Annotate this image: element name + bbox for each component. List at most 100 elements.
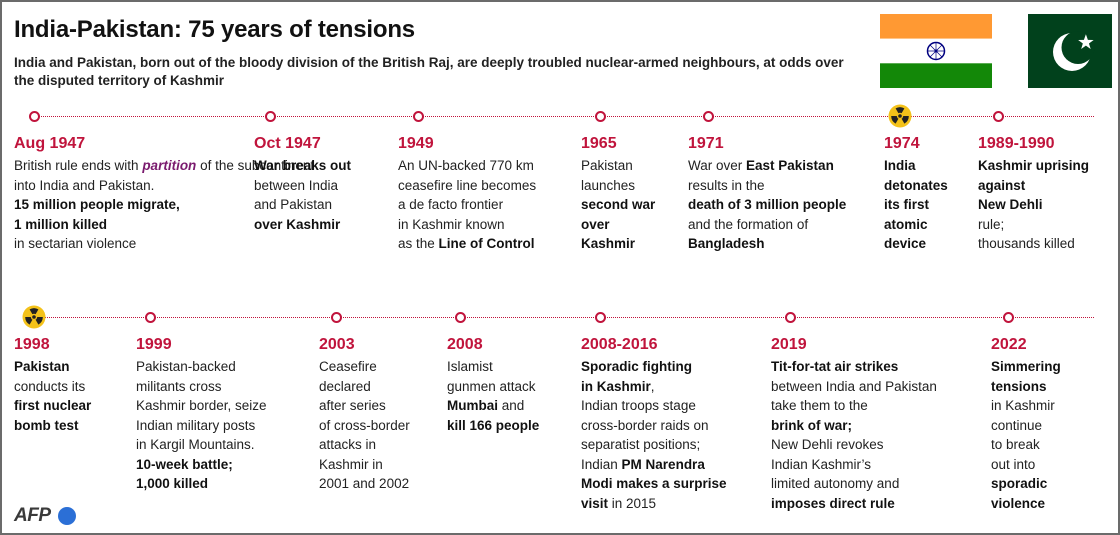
timeline-marker-dot [454,311,466,323]
event-text: and Pakistan [254,197,333,212]
event-text: 2001 and 2002 [319,476,410,491]
timeline-marker-dot [28,110,40,122]
event-text: New Dehli revokes [771,437,884,452]
event-year: 1949 [398,135,434,152]
event-text: sporadic [991,476,1048,491]
event-text: 1,000 killed [136,476,209,491]
timeline-marker-dot [264,110,276,122]
event-text: War over [688,158,747,173]
event-text: results in the [688,177,765,193]
event-text: Ceasefire [319,359,377,374]
event-text: British rule ends with [14,158,143,173]
event-text: Islamist [447,359,493,374]
timeline-event: Aug 1947 British rule ends with partition… [14,133,314,254]
event-text: Modi makes a surprise [581,476,727,491]
event-text: separatist positions; [581,437,701,452]
event-text: of cross-border [319,417,410,433]
event-text: between India and Pakistan [771,378,937,394]
event-text: New Dehli [978,197,1043,212]
page-title: India-Pakistan: 75 years of tensions [14,16,415,43]
event-text: partition [142,158,197,173]
event-text: in Kashmir [581,378,651,394]
event-text: Kashmir border, seize [136,398,267,413]
event-text: over [581,216,610,232]
event-text: brink of war; [771,417,853,433]
event-text: Kashmir [581,236,636,251]
radiation-icon [888,104,912,128]
timeline-event: 1965 Pakistan launches second war over Kashmi… [581,133,655,254]
event-text: out into [991,456,1036,472]
event-text: launches [581,177,636,193]
event-year: Oct 1947 [254,135,321,152]
timeline-marker-dot [784,311,796,323]
timeline-event: 2008 Islamist gunmen attack Mumbai and kill … [447,334,539,435]
event-text: thousands killed [978,236,1075,251]
event-text: Kashmir uprising [978,158,1090,173]
event-year: Aug 1947 [14,135,86,152]
timeline-event: 2003 Ceasefire declared after series of cros… [319,334,410,494]
event-text: declared [319,378,371,394]
event-text: after series [319,398,386,413]
event-text: Indian military posts [136,417,256,433]
event-text: East Pakistan [746,158,834,173]
event-year: 1971 [688,135,724,152]
event-year: 1989-1990 [978,135,1055,152]
event-text: as the [398,236,439,251]
timeline-line-bottom [34,317,1094,318]
event-text: rule; [978,216,1005,232]
event-text: 15 million people migrate, [14,197,180,212]
timeline-event: 1971 War over East Pakistan results in the… [688,133,846,254]
event-text: India [884,158,916,173]
event-text: Simmering [991,359,1061,374]
timeline-event: 2008-2016 Sporadic fighting in Kashmir, Ind… [581,334,727,513]
timeline-line-top [34,116,1094,117]
event-text: in sectarian violence [14,236,137,251]
event-text: 10-week battle; [136,456,233,472]
event-text: conducts its [14,378,86,394]
event-text: second war [581,197,656,212]
event-text: in 2015 [608,495,657,511]
event-text: into India and Pakistan. [14,177,155,193]
event-text: bomb test [14,417,79,433]
event-text: Indian Kashmir’s [771,456,872,472]
page-subtitle: India and Pakistan, born out of the bloo… [14,55,844,88]
event-text: in Kashmir known [398,216,505,232]
timeline-event: 2022 Simmering tensions in Kashmir continue t… [991,334,1061,513]
timeline-event: 1989-1990 Kashmir uprising against New Dehl… [978,133,1089,254]
event-year: 2022 [991,336,1027,353]
event-text: Tit-for-tat air strikes [771,359,899,374]
timeline-marker-dot [330,311,342,323]
event-text: Pakistan [14,359,70,374]
event-text: over Kashmir [254,216,341,232]
event-text: violence [991,495,1046,511]
event-text: 1 million killed [14,216,108,232]
event-text: imposes direct rule [771,495,895,511]
event-text: and the formation of [688,216,809,232]
event-text: cross-border raids on [581,417,709,433]
timeline-event: 2019 Tit-for-tat air strikes between India… [771,334,937,513]
event-text: attacks in [319,437,377,452]
event-year: 2008-2016 [581,336,658,353]
event-text: tensions [991,378,1047,394]
event-text: gunmen attack [447,378,536,394]
event-year: 2019 [771,336,807,353]
event-text: atomic [884,216,928,232]
timeline-marker-dot [144,311,156,323]
event-text: , [650,378,655,394]
event-text: Bangladesh [688,236,765,251]
timeline-marker-dot [992,110,1004,122]
afp-logo: AFP [14,505,51,526]
event-text: in Kargil Mountains. [136,437,255,452]
event-text: in Kashmir [991,398,1055,413]
event-text: continue [991,417,1043,433]
event-text: take them to the [771,398,868,413]
event-year: 2003 [319,336,355,353]
event-text: militants cross [136,378,222,394]
event-text: Indian troops stage [581,398,696,413]
event-text: first nuclear [14,398,92,413]
event-text: death of 3 million people [688,197,847,212]
event-text: limited autonomy and [771,476,900,491]
event-text: between India [254,177,339,193]
event-year: 1999 [136,336,172,353]
event-text: ceasefire line becomes [398,177,537,193]
